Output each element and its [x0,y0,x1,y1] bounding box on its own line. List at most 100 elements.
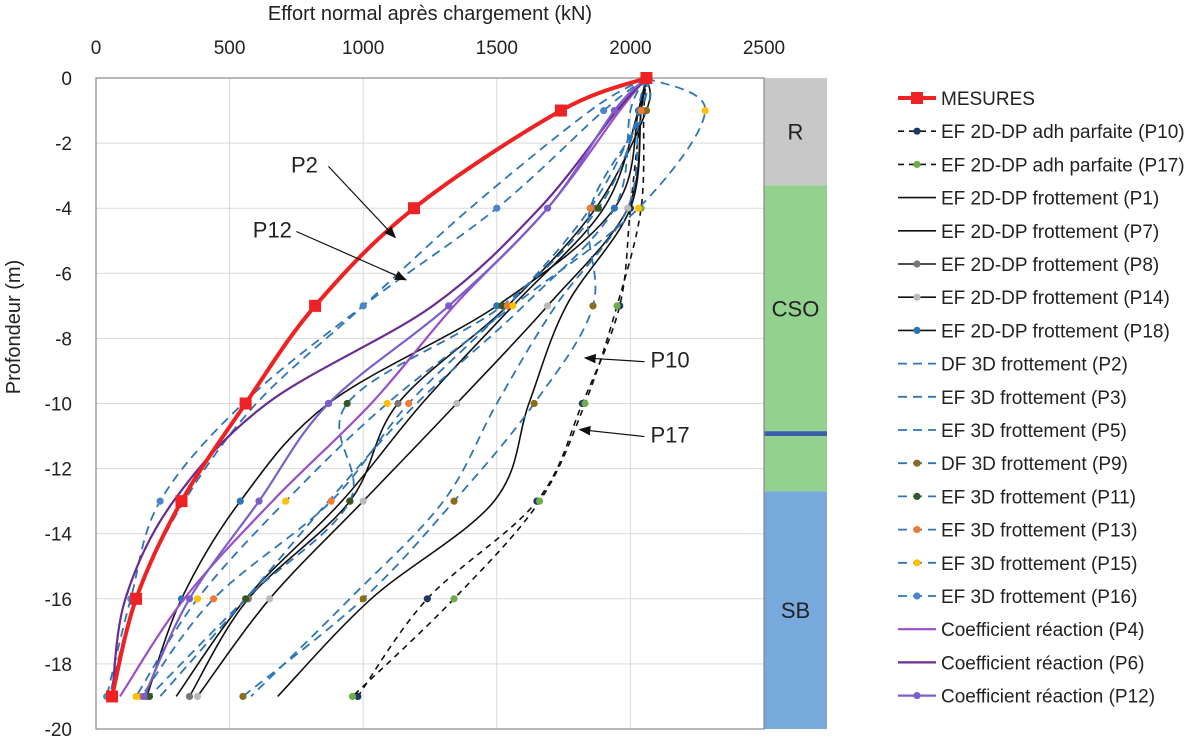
data-point [586,204,594,212]
legend-label: EF 2D-DP frottement (P1) [941,189,1159,210]
series-line [357,77,648,697]
data-point [624,204,632,212]
legend-entry: Coefficient réaction (P4) [898,620,1144,641]
series-18 [140,74,651,701]
data-point [359,595,367,603]
y-axis-title: Profondeur (m) [3,260,25,395]
y-tick-labels: 0 -2 -4 -6 -8 -10 -12 -14 -16 -18 -20 [45,69,73,741]
data-point [394,399,402,408]
legend-entry: MESURES [898,89,1035,110]
data-point [106,690,119,703]
legend-entry: EF 2D-DP adh parfaite (P10) [898,122,1185,143]
legend-entry: DF 3D frottement (P2) [898,355,1128,376]
soil-layer [764,185,827,432]
data-point [140,692,148,701]
legend-label: EF 3D frottement (P13) [941,521,1137,542]
legend-label: EF 2D-DP frottement (P8) [941,255,1159,276]
data-point [530,399,538,408]
series-line [196,77,648,697]
legend-entry: EF 3D frottement (P15) [898,554,1137,575]
legend-label: EF 2D-DP frottement (P7) [941,222,1159,243]
data-point [493,302,501,310]
data-point [193,692,202,701]
y-tick-label: -8 [55,329,72,350]
data-point [594,204,602,212]
legend-entry: EF 2D-DP frottement (P14) [898,288,1170,309]
legend-label: DF 3D frottement (P9) [941,454,1128,475]
y-tick-label: -14 [45,525,73,546]
data-point [130,592,143,605]
legend-entry: EF 3D frottement (P5) [898,421,1127,442]
series-9 [159,77,648,697]
data-point [145,692,154,701]
legend-entry: EF 2D-DP frottement (P7) [898,222,1159,243]
grid [95,77,765,730]
data-point [309,299,322,312]
legend-entry: EF 3D frottement (P16) [898,587,1137,608]
y-tick-label: -2 [55,134,72,155]
data-point [445,302,453,310]
data-point [453,399,461,408]
data-point [209,595,218,603]
plot-frame [95,77,765,730]
soil-layer-label: R [788,120,804,145]
data-point [343,399,351,408]
legend-marker [911,92,923,104]
y-tick-label: -20 [45,720,72,741]
series-16 [119,77,648,698]
soil-layer [764,431,827,437]
y-tick-label: -6 [55,264,72,285]
data-point [193,595,202,603]
data-point [266,595,274,603]
legend-label: EF 2D-DP frottement (P14) [941,288,1170,309]
legend-entry: EF 3D frottement (P13) [898,521,1137,542]
series-line [119,77,648,698]
data-point [236,497,244,505]
data-point [581,399,589,408]
series-line [143,77,648,697]
data-point [701,106,709,115]
data-point [543,204,552,212]
data-point [493,204,501,212]
data-point [242,595,250,603]
legend-label: Coefficient réaction (P4) [941,620,1144,641]
series-line [140,77,648,697]
data-point [156,497,164,505]
legend-marker [913,459,921,467]
data-point [405,399,413,408]
data-point [255,497,263,505]
legend-marker [913,160,921,168]
data-point [535,497,544,505]
annotation-arrow [327,165,397,239]
legend: MESURES EF 2D-DP adh parfaite (P10) EF 2D-… [898,89,1185,708]
data-point [498,302,506,310]
legend-marker [913,326,921,334]
y-tick-label: -18 [45,655,72,676]
soil-column: R CSO SB [764,78,827,729]
legend-entry: EF 2D-DP frottement (P18) [898,321,1170,342]
legend-marker [913,592,921,600]
series-line [108,77,647,697]
data-point [450,497,458,505]
data-point [346,497,354,505]
data-point [282,497,290,505]
x-tick-label: 2000 [609,38,651,59]
y-tick-label: -12 [45,460,72,481]
series-8 [108,77,647,697]
legend-label: Coefficient réaction (P6) [941,653,1144,674]
data-point [423,595,431,603]
legend-marker [913,492,921,500]
soil-layer [764,491,827,729]
legend-marker [913,559,921,567]
series-17 [110,77,648,697]
x-tick-label: 2500 [743,38,785,59]
data-point [185,692,194,701]
x-axis-title: Effort normal après chargement (kN) [268,3,592,25]
legend-entry: DF 3D frottement (P9) [898,454,1128,475]
x-tick-label: 0 [91,38,102,59]
legend-label: MESURES [941,89,1035,110]
legend-entry: EF 2D-DP frottement (P8) [898,255,1159,276]
legend-label: DF 3D frottement (P2) [941,355,1128,376]
data-point [600,106,608,115]
